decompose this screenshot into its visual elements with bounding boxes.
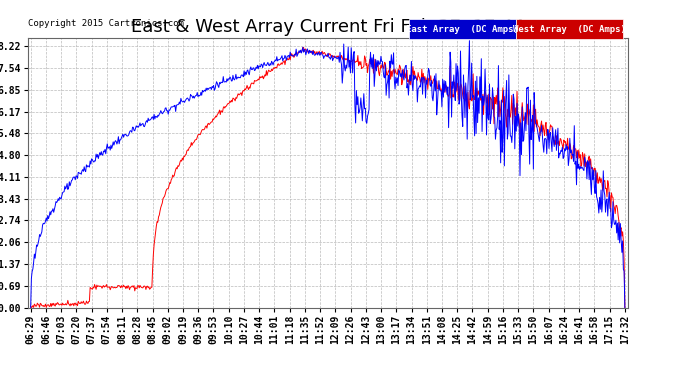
- Title: East & West Array Current Fri Feb 27  17:44: East & West Array Current Fri Feb 27 17:…: [131, 18, 524, 36]
- Text: Copyright 2015 Cartronics.com: Copyright 2015 Cartronics.com: [28, 19, 184, 28]
- Text: East Array  (DC Amps): East Array (DC Amps): [406, 25, 519, 34]
- Text: West Array  (DC Amps): West Array (DC Amps): [513, 25, 626, 34]
